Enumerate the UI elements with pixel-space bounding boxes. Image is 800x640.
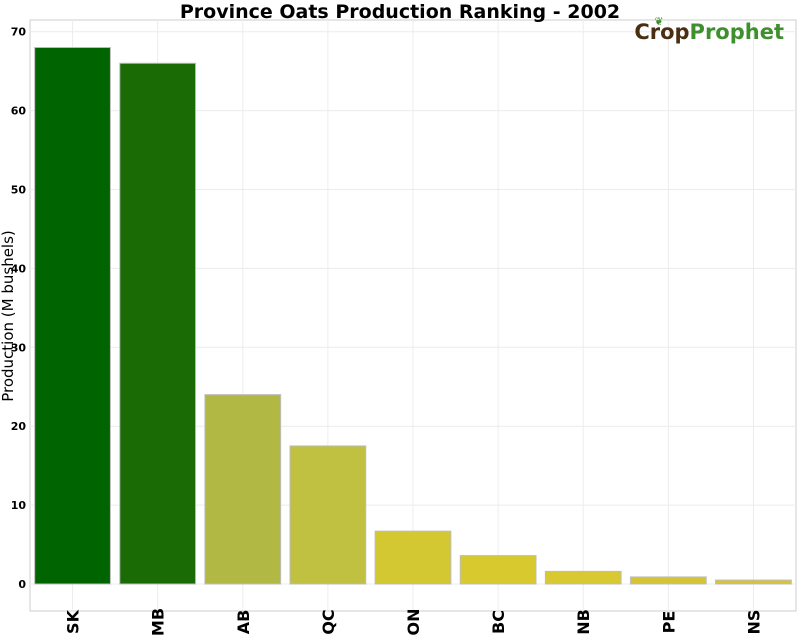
x-tick-label: BC: [489, 610, 508, 634]
bar-bc: [459, 555, 537, 585]
logo-part-crop: Crop: [634, 20, 690, 44]
bar-mb: [119, 62, 197, 585]
brand-logo: ❦ CropProphet: [634, 15, 784, 44]
x-tick-label: ON: [404, 609, 423, 636]
sprout-icon: ❦: [654, 15, 664, 28]
bar-on: [374, 530, 452, 585]
y-tick-label: 60: [11, 105, 27, 118]
y-tick-label: 0: [18, 578, 26, 591]
bars: [34, 46, 792, 585]
y-tick-label: 30: [11, 341, 27, 354]
y-tick-label: 20: [11, 420, 27, 433]
bar-sk: [34, 46, 111, 585]
chart-title: Province Oats Production Ranking - 2002: [179, 1, 621, 23]
bar-ab: [204, 394, 282, 585]
x-tick-label: MB: [149, 608, 168, 636]
y-tick-label: 70: [11, 26, 27, 39]
y-tick-label: 50: [11, 184, 27, 197]
x-tick-label: NS: [744, 610, 763, 635]
y-tick-label: 10: [11, 499, 27, 512]
x-tick-label: SK: [64, 609, 83, 634]
bar-ns: [715, 579, 792, 585]
x-tick-labels: SK MB AB QC ON BC NB PE NS: [64, 608, 764, 636]
x-tick-label: PE: [659, 611, 678, 634]
x-tick-label: QC: [319, 609, 338, 634]
bar-pe: [629, 576, 707, 585]
x-tick-label: AB: [234, 610, 253, 635]
bar-nb: [544, 570, 622, 585]
y-axis-label: Production (M bushels): [0, 230, 17, 402]
y-tick-label: 40: [11, 262, 27, 275]
y-tick-labels: 0 10 20 30 40 50 60 70: [11, 26, 27, 591]
logo-part-prophet: Prophet: [689, 20, 784, 44]
x-tick-label: NB: [574, 609, 593, 635]
bar-qc: [289, 445, 367, 585]
